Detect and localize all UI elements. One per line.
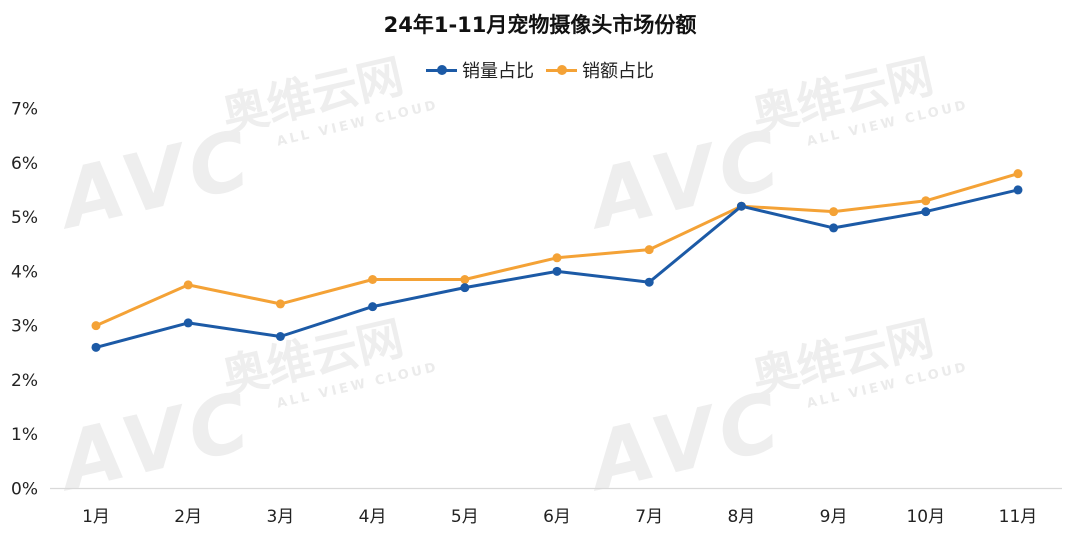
- data-point: [921, 196, 931, 206]
- data-point: [644, 277, 654, 287]
- data-point: [552, 253, 562, 263]
- x-tick-label: 7月: [635, 507, 663, 527]
- x-tick-label: 3月: [266, 507, 294, 527]
- data-point: [921, 207, 931, 217]
- data-point: [368, 302, 378, 312]
- y-tick-label: 1%: [11, 425, 38, 445]
- data-point: [1013, 169, 1023, 179]
- data-point: [91, 321, 101, 331]
- data-point: [1013, 185, 1023, 195]
- x-tick-label: 5月: [451, 507, 479, 527]
- data-point: [183, 280, 193, 290]
- legend-label: 销量占比: [462, 61, 534, 82]
- x-tick-label: 11月: [999, 507, 1038, 527]
- data-point: [644, 245, 654, 255]
- x-tick-label: 2月: [174, 507, 202, 527]
- data-point: [91, 342, 101, 352]
- x-tick-label: 4月: [359, 507, 387, 527]
- y-tick-label: 0%: [11, 480, 38, 500]
- legend: 销量占比 销额占比: [0, 57, 1080, 83]
- legend-item-series-1: 销量占比: [426, 57, 534, 83]
- x-tick-label: 10月: [906, 507, 945, 527]
- data-point: [829, 207, 839, 217]
- x-tick-label: 6月: [543, 507, 571, 527]
- data-point: [275, 332, 285, 341]
- data-point: [460, 283, 470, 293]
- data-point: [552, 266, 562, 276]
- series-line: [94, 172, 1020, 328]
- y-tick-label: 7%: [11, 100, 38, 120]
- data-point: [275, 299, 285, 309]
- data-point: [183, 318, 193, 328]
- legend-item-series-2: 销额占比: [546, 57, 654, 83]
- x-tick-label: 9月: [820, 507, 848, 527]
- legend-swatch: [546, 65, 577, 75]
- data-point: [368, 275, 378, 284]
- legend-swatch: [426, 65, 457, 75]
- y-tick-label: 3%: [11, 317, 38, 337]
- series-2: [91, 169, 1023, 331]
- y-tick-label: 2%: [11, 371, 38, 391]
- data-point: [736, 201, 746, 211]
- x-tick-label: 8月: [727, 507, 755, 527]
- y-tick-label: 4%: [11, 262, 38, 282]
- data-point: [829, 223, 839, 233]
- x-tick-label: 1月: [82, 507, 110, 527]
- y-tick-label: 6%: [11, 154, 38, 174]
- legend-label: 销额占比: [582, 61, 654, 82]
- data-point: [460, 275, 470, 284]
- series-1: [91, 185, 1023, 352]
- y-tick-label: 5%: [11, 208, 38, 228]
- chart-title: 24年1-11月宠物摄像头市场份额: [383, 13, 697, 37]
